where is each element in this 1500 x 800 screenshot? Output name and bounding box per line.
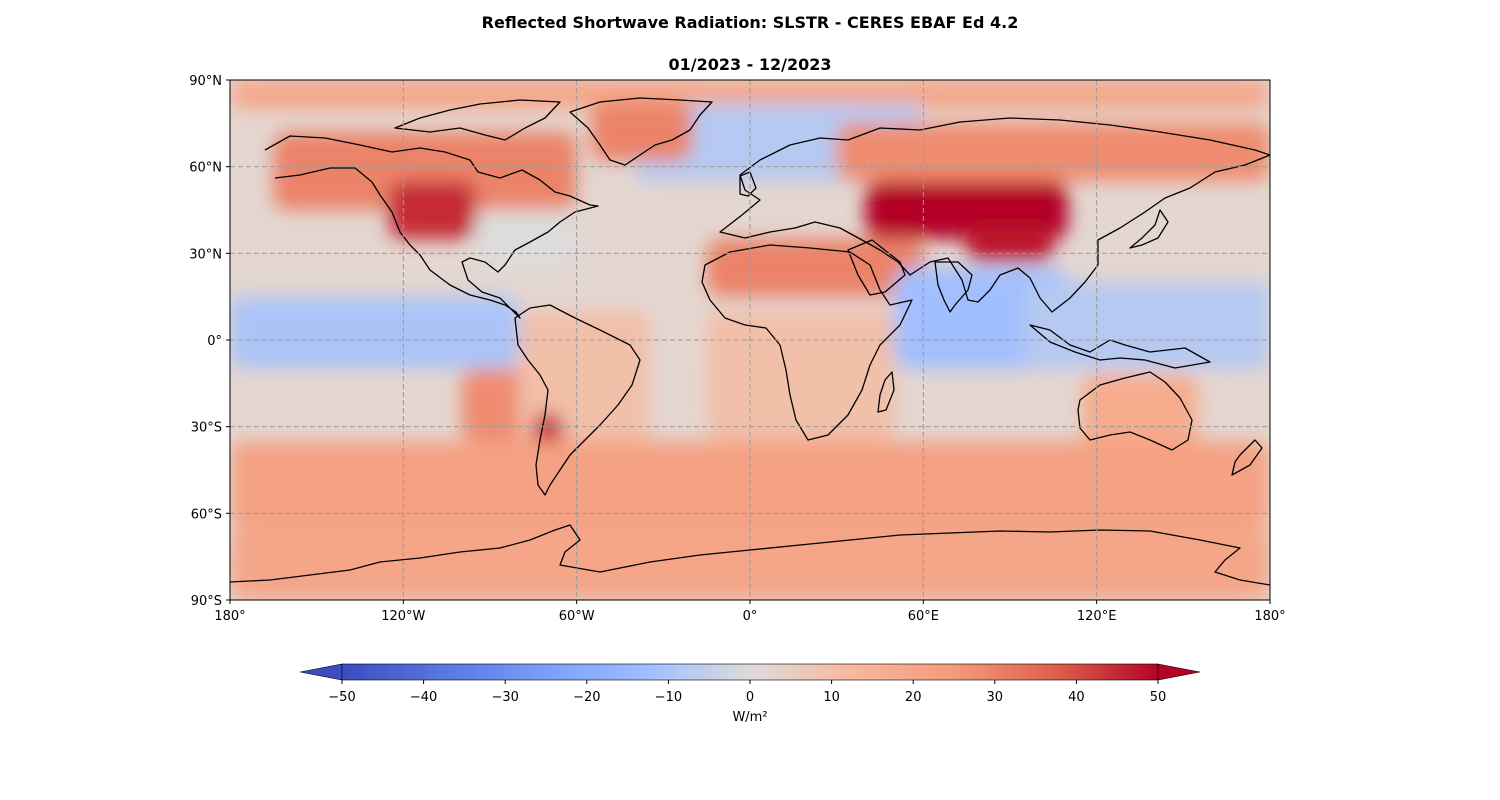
y-tick-label-6: 90°S [191,594,222,609]
chart-title: Reflected Shortwave Radiation: SLSTR - C… [481,13,1019,32]
x-tick-label-6: 180° [1254,609,1285,624]
colorbar-tick-label-10: 50 [1150,690,1167,705]
field-region-8 [475,210,577,268]
field-region-6 [966,224,1054,262]
coastline-greenland [569,97,713,166]
colorbar-tick-label-6: 10 [823,690,840,705]
field-region-20 [591,103,693,161]
colorbar-extend-high [1157,663,1201,681]
gridlines [230,80,1270,600]
x-tick-label-2: 60°W [559,609,595,624]
field-region-2 [273,132,577,210]
y-tick-label-3: 0° [207,334,222,349]
coastline-uk [739,171,757,197]
x-tick-label-4: 60°E [908,609,939,624]
x-tick-label-1: 120°W [381,609,425,624]
field-region-11 [1024,282,1270,369]
y-tick-label-0: 90°N [189,74,222,89]
coastline-south-america [514,304,641,496]
colorbar-tick-label-7: 20 [905,690,922,705]
y-tick-label-5: 60°S [191,507,222,522]
coastline-new-zealand [1231,439,1263,476]
coastline-eurasia [719,117,1270,313]
radiation-field [230,80,1270,600]
coastline-madagascar [877,371,895,413]
coastline-arabia [847,239,906,296]
colorbar-gradient [341,663,1159,681]
colorbar-tick-label-8: 30 [987,690,1004,705]
y-tick-label-1: 60°N [189,161,222,176]
colorbar-label: W/m² [732,710,767,725]
field-region-16 [706,311,895,442]
coastlines [230,97,1270,586]
colorbar-tick-label-0: −50 [328,690,355,705]
x-tick-label-3: 0° [743,609,758,624]
y-tick-label-4: 30°S [191,421,222,436]
y-tick-label-2: 30°N [189,247,222,262]
colorbar: −50 −40 −30 −20 −10 0 10 20 30 40 50 W/m² [299,663,1201,725]
field-region-7 [706,238,924,297]
colorbar-extend-low [299,663,343,681]
colorbar-tick-label-4: −10 [655,690,682,705]
field-region-9 [230,296,519,369]
coastline-africa [701,244,913,441]
field-region-3 [388,181,476,239]
field-region-0 [230,80,1270,109]
colorbar-tick-label-3: −20 [573,690,600,705]
colorbar-tick-label-1: −40 [410,690,437,705]
coastline-north-america [264,135,599,319]
colorbar-tick-label-5: 0 [746,690,754,705]
colorbar-ticks: −50 −40 −30 −20 −10 0 10 20 30 40 50 [328,680,1166,705]
coastline-india [934,261,973,313]
coastline-japan [1129,209,1169,249]
coastline-arctic-islands [394,99,561,141]
coastline-antarctica [230,524,1270,586]
coastline-australia [1077,371,1193,451]
coastline-maritime-continent [1029,324,1211,369]
x-tick-label-0: 180° [214,609,245,624]
colorbar-tick-label-2: −30 [491,690,518,705]
field-region-4 [836,123,1270,182]
colorbar-tick-label-9: 40 [1068,690,1085,705]
field-region-12 [461,368,534,442]
x-tick-label-5: 120°E [1077,609,1117,624]
chart-subtitle: 01/2023 - 12/2023 [668,55,832,74]
y-axis: 90°N 60°N 30°N 0° 30°S 60°S 90°S [189,74,230,609]
x-axis: 180° 120°W 60°W 0° 60°E 120°E 180° [214,600,1286,624]
